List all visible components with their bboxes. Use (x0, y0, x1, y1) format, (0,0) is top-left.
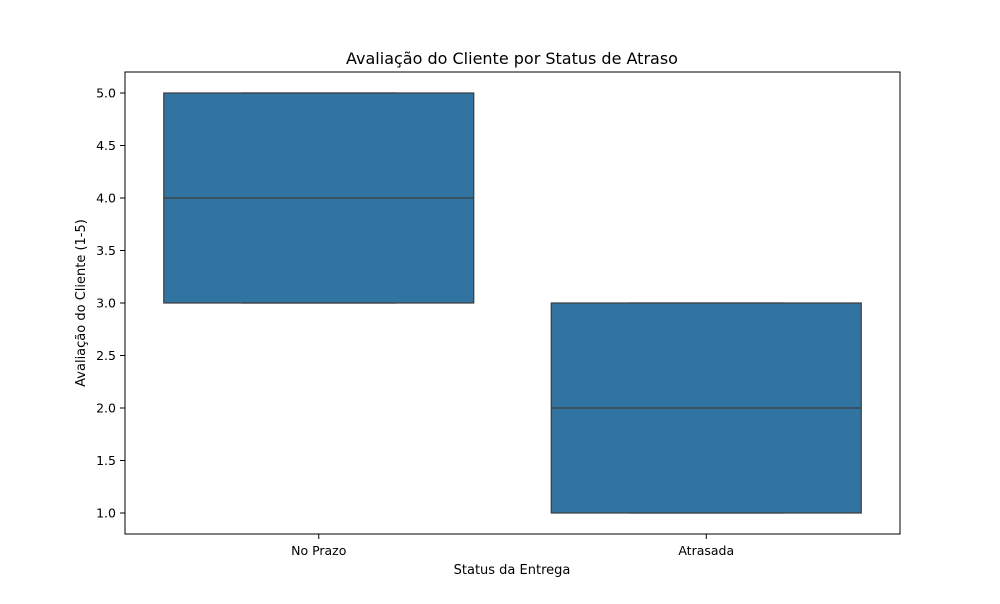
ticks-layer: No Prazo Atrasada 1.0 1.5 2.0 2.5 3.0 3.5 4.0 4.5… (96, 86, 734, 559)
chart-title: Avaliação do Cliente por Status de Atras… (346, 49, 678, 68)
x-tick-label: Atrasada (678, 543, 734, 558)
y-tick-label: 1.0 (96, 506, 116, 521)
y-axis-label: Avaliação do Cliente (1-5) (74, 219, 89, 387)
x-axis-label: Status da Entrega (454, 563, 571, 578)
boxes-layer (163, 92, 862, 514)
x-tick-label: No Prazo (291, 543, 346, 558)
y-tick-label: 5.0 (96, 86, 116, 101)
y-tick-label: 2.5 (96, 348, 116, 363)
y-tick-label: 4.5 (96, 138, 116, 153)
y-tick-label: 4.0 (96, 191, 116, 206)
y-tick-label: 3.5 (96, 243, 116, 258)
plot-area-frame (124, 71, 901, 535)
box-group-no-prazo (163, 92, 475, 304)
y-tick-label: 2.0 (96, 401, 116, 416)
y-tick-label: 1.5 (96, 453, 116, 468)
box-group-atrasada (550, 302, 862, 514)
y-tick-label: 3.0 (96, 296, 116, 311)
